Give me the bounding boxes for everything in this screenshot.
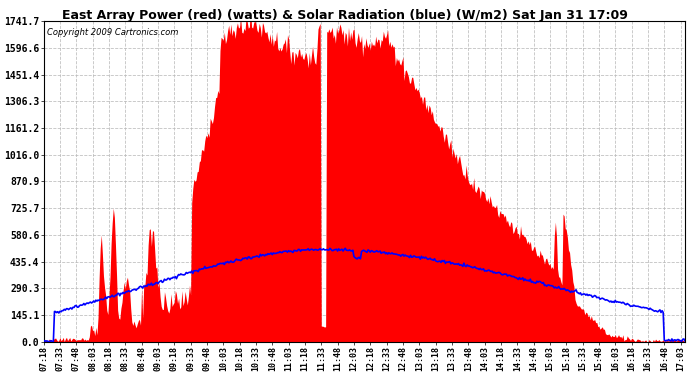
Text: Copyright 2009 Cartronics.com: Copyright 2009 Cartronics.com [47,28,178,37]
Text: East Array Power (red) (watts) & Solar Radiation (blue) (W/m2) Sat Jan 31 17:09: East Array Power (red) (watts) & Solar R… [62,9,628,22]
